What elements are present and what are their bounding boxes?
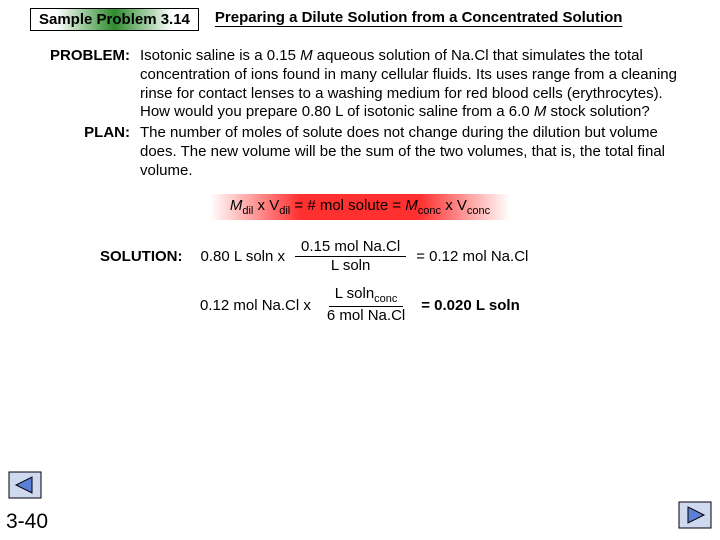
calc1-den: L soln	[325, 257, 376, 275]
solution-label: SOLUTION:	[100, 248, 183, 265]
page-number: 3-40	[6, 510, 48, 534]
problem-text-b: M	[300, 47, 313, 64]
f-x2: x	[441, 197, 457, 214]
f-m2: M	[405, 197, 418, 214]
f-s2: dil	[279, 205, 290, 217]
f-x1: x	[253, 197, 269, 214]
f-s1: dil	[242, 205, 253, 217]
calc2-num: L solnconc	[329, 285, 404, 307]
f-s3: conc	[418, 205, 441, 217]
calc2-res: = 0.020 L soln	[421, 297, 520, 314]
nav-back-button[interactable]	[8, 471, 42, 504]
calc2-a: 0.12 mol Na.Cl x	[200, 297, 311, 314]
problem-label: PROBLEM:	[20, 47, 130, 122]
problem-text: Isotonic saline is a 0.15 M aqueous solu…	[140, 47, 690, 122]
calc1-frac: 0.15 mol Na.Cl L soln	[295, 238, 406, 275]
nav-forward-button[interactable]	[678, 501, 712, 534]
solution-line-2: 0.12 mol Na.Cl x L solnconc 6 mol Na.Cl …	[0, 275, 720, 325]
solution-line-1: SOLUTION: 0.80 L soln x 0.15 mol Na.Cl L…	[0, 238, 720, 275]
calc1-res: = 0.12 mol Na.Cl	[416, 248, 528, 265]
calc2-frac: L solnconc 6 mol Na.Cl	[321, 285, 411, 325]
calc2-num-a: L soln	[335, 285, 374, 302]
problem-text-a: Isotonic saline is a 0.15	[140, 47, 300, 64]
calc-1: 0.80 L soln x 0.15 mol Na.Cl L soln = 0.…	[201, 238, 529, 275]
plan-text: The number of moles of solute does not c…	[140, 124, 690, 180]
formula-bar: Mdil x Vdil = # mol solute = Mconc x Vco…	[210, 194, 510, 220]
f-m1: M	[230, 197, 243, 214]
f-s4: conc	[467, 205, 490, 217]
plan-label: PLAN:	[20, 124, 130, 180]
plan-block: PLAN: The number of moles of solute does…	[0, 122, 720, 180]
f-v2: V	[457, 197, 467, 214]
sample-problem-box: Sample Problem 3.14	[30, 8, 199, 31]
slide-title: Preparing a Dilute Solution from a Conce…	[215, 8, 690, 30]
header: Sample Problem 3.14 Preparing a Dilute S…	[0, 0, 720, 37]
calc2-num-sub: conc	[374, 293, 397, 305]
calc1-a: 0.80 L soln x	[201, 248, 286, 265]
calc-2: 0.12 mol Na.Cl x L solnconc 6 mol Na.Cl …	[200, 285, 520, 325]
problem-block: PROBLEM: Isotonic saline is a 0.15 M aqu…	[0, 37, 720, 122]
calc1-num: 0.15 mol Na.Cl	[295, 238, 406, 257]
problem-text-e: stock solution?	[546, 103, 649, 120]
f-v1: V	[269, 197, 279, 214]
f-eq: = # mol solute =	[290, 197, 405, 214]
calc2-den: 6 mol Na.Cl	[321, 307, 411, 325]
problem-text-d: M	[534, 103, 547, 120]
